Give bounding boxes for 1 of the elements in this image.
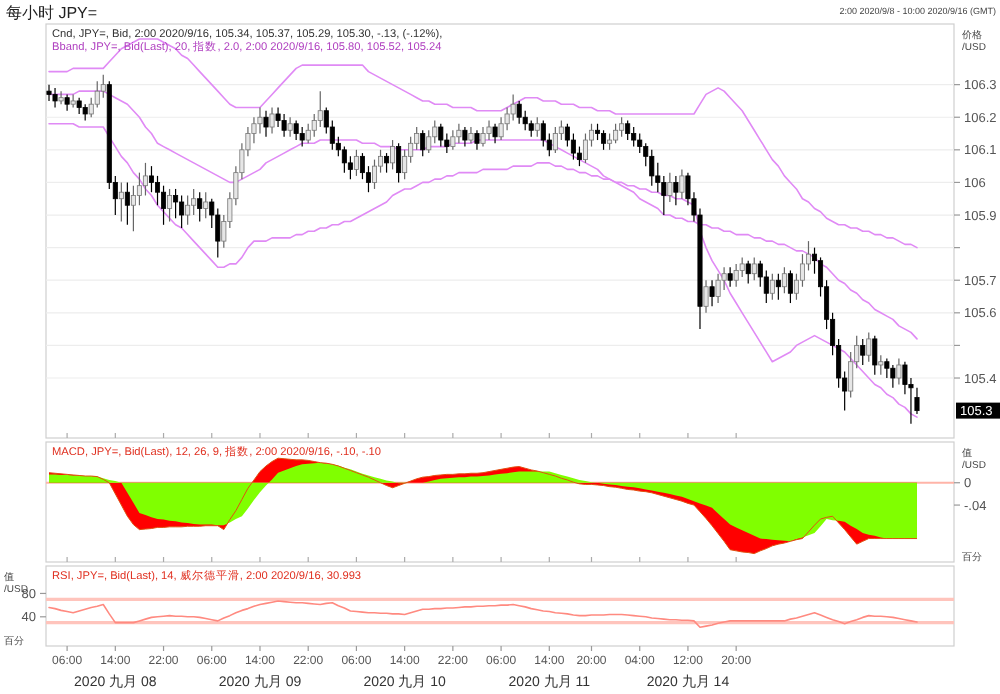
title: 每小时 JPY= xyxy=(6,4,98,22)
